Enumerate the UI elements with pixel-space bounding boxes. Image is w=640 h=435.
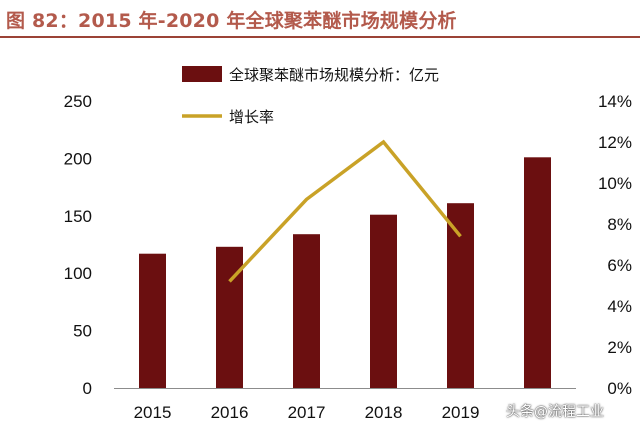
x-tick-label: 2018 [365, 403, 403, 422]
legend-line-label: 增长率 [229, 108, 274, 126]
x-axis: 2015 2016 2017 2018 2019 [114, 388, 576, 422]
x-tick-label: 2016 [211, 403, 249, 422]
growth-line-series [228, 139, 462, 283]
x-tick-label: 2017 [288, 403, 326, 422]
bar-2017 [293, 234, 320, 388]
title-rule [0, 36, 640, 38]
y-left-tick-label: 200 [64, 149, 92, 168]
growth-line [228, 139, 462, 283]
bar-2016 [216, 246, 243, 388]
legend-bar-label: 全球聚苯醚市场规模分析：亿元 [229, 66, 439, 84]
y-right-tick-label: 2% [607, 338, 632, 357]
bar-2019 [447, 203, 474, 388]
y-right-tick-label: 8% [607, 215, 632, 234]
bar-2020 [524, 157, 551, 388]
y-right-tick-label: 14% [598, 92, 632, 111]
page-title: 图 82：2015 年-2020 年全球聚苯醚市场规模分析 [6, 10, 457, 32]
y-left-tick-label: 50 [73, 322, 92, 341]
y-axis-left: 0 50 100 150 200 250 [64, 92, 92, 398]
x-tick-label: 2019 [442, 403, 480, 422]
y-right-tick-label: 12% [598, 133, 632, 152]
bar-series [139, 157, 551, 388]
y-left-tick-label: 100 [64, 264, 92, 283]
y-right-tick-label: 0% [607, 379, 632, 398]
y-right-tick-label: 6% [607, 256, 632, 275]
bar-2015 [139, 253, 166, 388]
legend: 全球聚苯醚市场规模分析：亿元 增长率 [182, 66, 439, 126]
watermark: 头条@流程工业 [506, 404, 604, 420]
x-tick-label: 2015 [134, 403, 172, 422]
y-right-tick-label: 10% [598, 174, 632, 193]
legend-bar-swatch [182, 66, 222, 82]
bar-2018 [370, 214, 397, 388]
y-axis-right: 0% 2% 4% 6% 8% 10% 12% 14% [598, 92, 632, 398]
y-left-tick-label: 250 [64, 92, 92, 111]
y-left-tick-label: 150 [64, 207, 92, 226]
y-right-tick-label: 4% [607, 297, 632, 316]
y-left-tick-label: 0 [83, 379, 92, 398]
